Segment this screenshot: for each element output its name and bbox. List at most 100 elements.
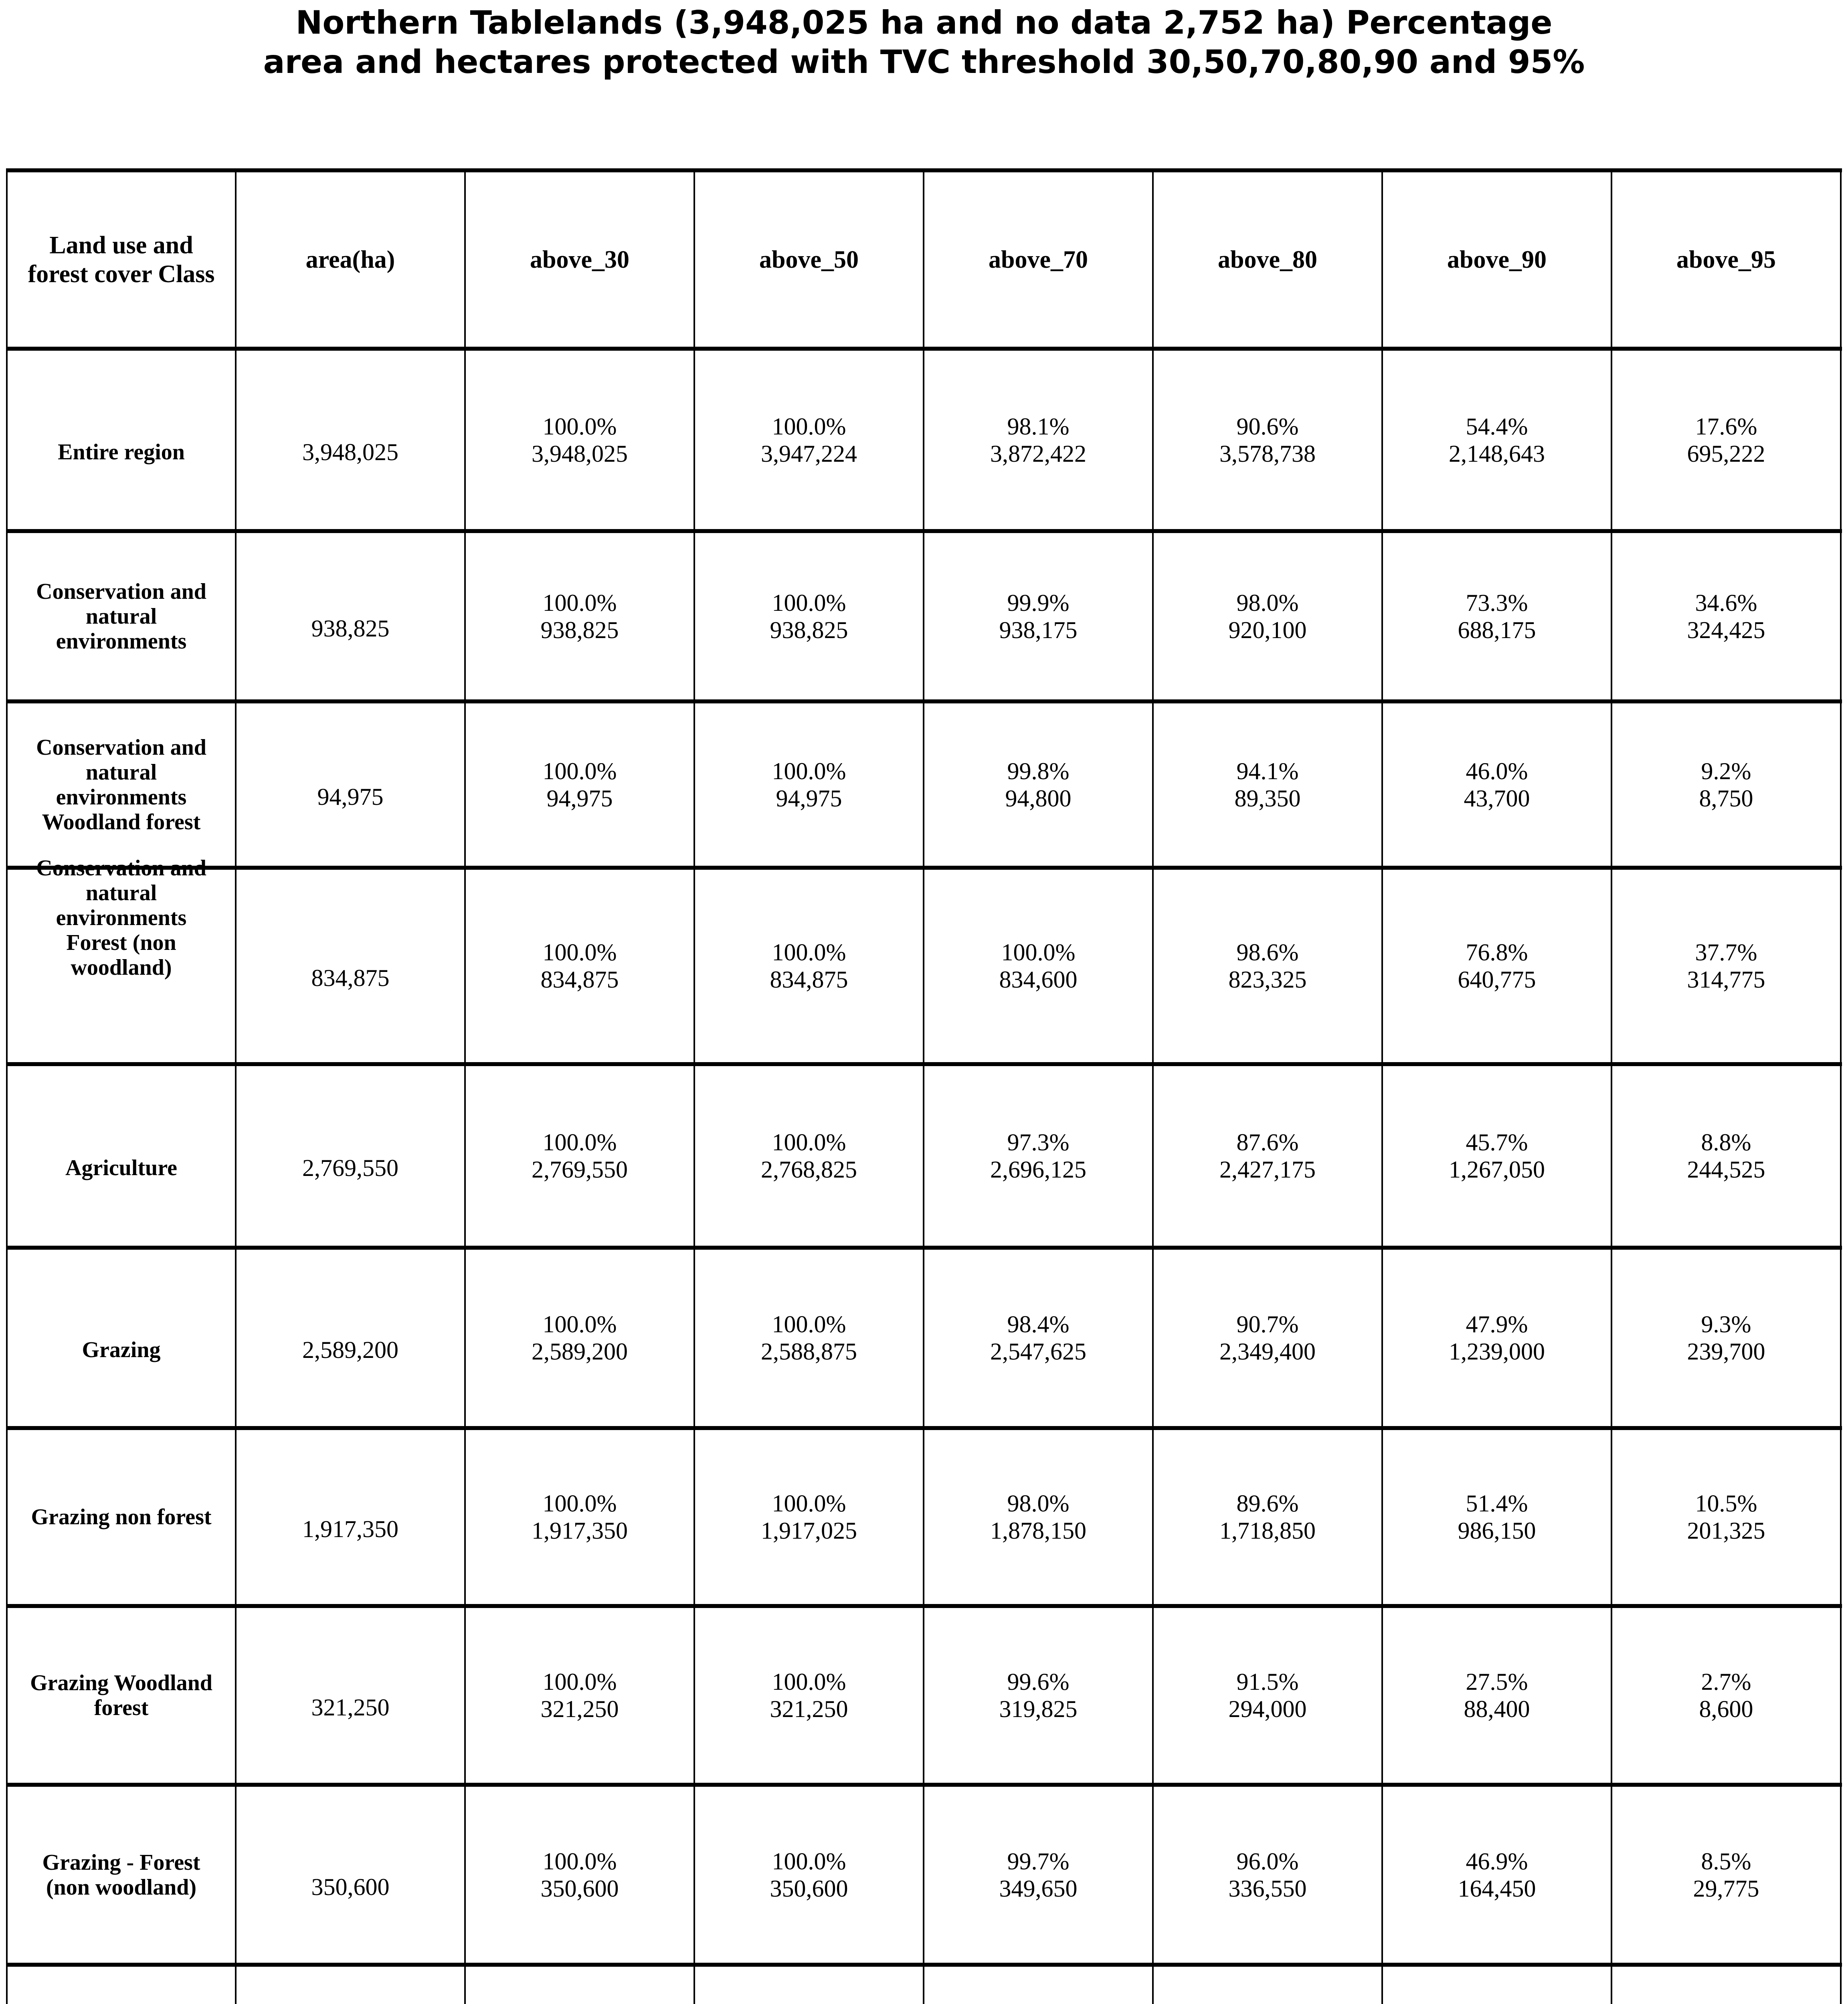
threshold-cell: 91.5% 294,000 [1154, 1608, 1383, 1783]
table-row: Conservation and natural environments Fo… [6, 856, 1842, 1062]
row-label: Conservation and natural environments Fo… [36, 856, 206, 980]
hectares-value: 8,750 [1699, 785, 1753, 812]
percent-value: 100.0% [542, 413, 617, 440]
threshold-cell: 90.7% 2,349,400 [1154, 1250, 1383, 1426]
threshold-cell: 34.6% 324,425 [1612, 533, 1842, 699]
header-cell-above70: above_70 [924, 172, 1154, 347]
percent-value: 90.7% [1236, 1311, 1299, 1337]
threshold-cell: 89.6% 1,718,850 [1154, 1430, 1383, 1604]
row-label: Grazing Woodland forest [30, 1671, 212, 1720]
hectares-value: 164,450 [1458, 1875, 1536, 1902]
hectares-value: 1,239,000 [1449, 1338, 1545, 1365]
row-label-cell: Grazing [6, 1250, 237, 1426]
threshold-cell: 100.0% 1,917,350 [466, 1430, 695, 1604]
percent-value: 100.0% [772, 1848, 846, 1875]
threshold-cell: 83.2%143,550 [924, 1967, 1154, 2004]
percent-value: 10.5% [1695, 1490, 1757, 1517]
threshold-cell: 100.0% 834,875 [466, 870, 695, 1062]
hectares-value: 314,775 [1687, 966, 1765, 993]
header-cell-area: area(ha) [237, 172, 466, 347]
row-label-cell: Agriculture [6, 1066, 237, 1246]
threshold-cell: 100.0% 3,947,224 [695, 351, 924, 529]
hectares-value: 349,650 [999, 1875, 1078, 1902]
percent-value: 100.0% [772, 413, 846, 440]
row-label-cell: Entire region [6, 351, 237, 529]
hectares-value: 834,875 [540, 966, 619, 993]
percent-value: 98.0% [1007, 1490, 1070, 1517]
area-cell: 1,917,350 [237, 1430, 466, 1604]
percent-value: 51.4% [1466, 1490, 1528, 1517]
hectares-value: 201,325 [1687, 1517, 1765, 1544]
percent-value: 2.7% [1701, 1669, 1751, 1695]
threshold-cell: 100.0%172,625 [466, 1967, 695, 2004]
header-cell-above50: above_50 [695, 172, 924, 347]
row-label-cell: Conservation and natural environments Wo… [6, 703, 237, 866]
area-cell: 2,769,550 [237, 1066, 466, 1246]
row-label-cell: Grazing non forest [6, 1430, 237, 1604]
percent-value: 100.0% [542, 1490, 617, 1517]
hectares-value: 88,400 [1464, 1696, 1530, 1722]
threshold-cell: 98.1% 3,872,422 [924, 351, 1154, 529]
hectares-value: 2,769,550 [532, 1156, 628, 1183]
percent-value: 54.4% [1466, 413, 1528, 440]
page-title: Northern Tablelands (3,948,025 ha and no… [0, 3, 1848, 82]
hectares-value: 2,148,643 [1449, 440, 1545, 467]
threshold-cell: 100.0% 2,588,875 [695, 1250, 924, 1426]
percent-value: 98.1% [1007, 413, 1070, 440]
area-value: 321,250 [311, 1694, 390, 1721]
threshold-cell: 99.8% 94,800 [924, 703, 1154, 866]
percent-value: 96.0% [1236, 1848, 1299, 1875]
threshold-cell: 47.9% 1,239,000 [1383, 1250, 1612, 1426]
threshold-cell: 17.6% 695,222 [1612, 351, 1842, 529]
table-row: Agriculture 2,769,550 100.0% 2,769,550 100.0… [6, 1062, 1842, 1246]
hectares-value: 43,700 [1464, 785, 1530, 812]
hectares-value: 294,000 [1228, 1696, 1307, 1722]
area-cell: 321,250 [237, 1608, 466, 1783]
header-cell-above95: above_95 [1612, 172, 1842, 347]
threshold-cell: 73.3% 688,175 [1383, 533, 1612, 699]
percent-value: 37.7% [1695, 939, 1757, 966]
hectares-value: 834,600 [999, 966, 1078, 993]
hectares-value: 89,350 [1234, 785, 1301, 812]
percent-value: 100.0% [772, 758, 846, 784]
threshold-cell: 10.5% 201,325 [1612, 1430, 1842, 1604]
threshold-cell: 96.0% 336,550 [1154, 1787, 1383, 1963]
threshold-cell: 100.0% 94,975 [695, 703, 924, 866]
percent-value: 100.0% [772, 939, 846, 966]
area-value: 2,769,550 [302, 1155, 398, 1181]
hectares-value: 823,325 [1228, 966, 1307, 993]
threshold-cell: 99.7% 349,650 [924, 1787, 1154, 1963]
threshold-cell: 98.0% 920,100 [1154, 533, 1383, 699]
threshold-cell: 87.6% 2,427,175 [1154, 1066, 1383, 1246]
percent-value: 100.0% [772, 1490, 846, 1517]
percent-value: 9.3% [1701, 1311, 1751, 1337]
row-label: Agriculture [65, 1156, 177, 1180]
hectares-value: 2,547,625 [990, 1338, 1086, 1365]
threshold-cell: 99.6% 319,825 [924, 1608, 1154, 1783]
percent-value: 98.4% [1007, 1311, 1070, 1337]
hectares-value: 324,425 [1687, 616, 1765, 643]
threshold-cell: 8.5% 29,775 [1612, 1787, 1842, 1963]
table-row: Grazing Woodland forest 321,250 100.0% 321,… [6, 1604, 1842, 1783]
hectares-value: 321,250 [770, 1696, 848, 1722]
percent-value: 90.6% [1236, 413, 1299, 440]
row-label: Conservation and natural environments Wo… [36, 735, 206, 834]
threshold-cell: 51.4% 986,150 [1383, 1430, 1612, 1604]
threshold-cell: 100.0% 2,768,825 [695, 1066, 924, 1246]
percent-value: 76.8% [1466, 939, 1528, 966]
area-value: 94,975 [317, 783, 384, 810]
area-cell: 2,589,200 [237, 1250, 466, 1426]
percent-value: 100.0% [772, 1311, 846, 1337]
threshold-cell: 43.8%75,600 [1154, 1967, 1383, 2004]
threshold-cell: 94.1% 89,350 [1154, 703, 1383, 866]
percent-value: 100.0% [542, 1848, 617, 1875]
area-value: 1,917,350 [302, 1516, 398, 1542]
row-label: Entire region [58, 439, 185, 465]
hectares-value: 350,600 [540, 1875, 619, 1902]
percent-value: 100.0% [542, 939, 617, 966]
page-title-line2: area and hectares protected with TVC thr… [263, 43, 1585, 81]
hectares-value: 695,222 [1687, 440, 1765, 467]
threshold-cell: 90.6% 3,578,738 [1154, 351, 1383, 529]
hectares-value: 2,768,825 [761, 1156, 857, 1183]
threshold-cell: 16.1%27,750 [1383, 1967, 1612, 2004]
